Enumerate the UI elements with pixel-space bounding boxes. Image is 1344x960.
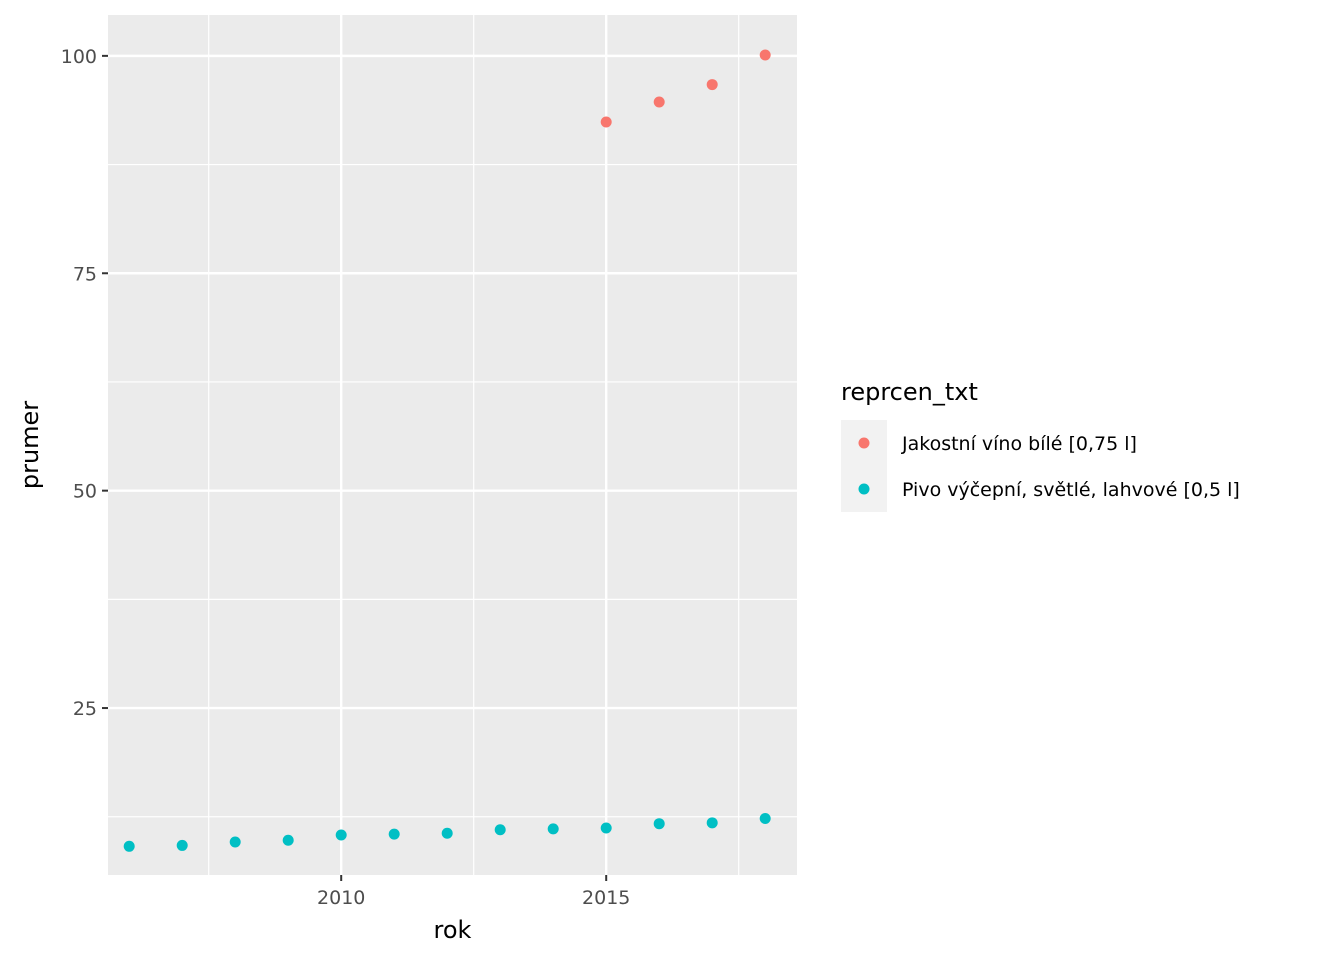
data-point xyxy=(706,817,718,829)
data-point xyxy=(441,827,453,839)
data-point xyxy=(706,79,718,91)
legend-marker xyxy=(858,437,870,449)
data-point xyxy=(653,818,665,830)
x-tick-label: 2015 xyxy=(582,887,630,909)
legend-items: Jakostní víno bílé [0,75 l] Pivo výčepní,… xyxy=(841,420,1240,512)
data-point xyxy=(282,834,294,846)
data-point xyxy=(123,840,135,852)
data-point xyxy=(600,822,612,834)
data-point xyxy=(388,828,400,840)
y-tick-label: 100 xyxy=(61,46,97,68)
legend-label: Jakostní víno bílé [0,75 l] xyxy=(901,433,1137,455)
y-tick-label: 50 xyxy=(73,481,97,503)
data-point xyxy=(229,836,241,848)
legend-label: Pivo výčepní, světlé, lahvové [0,5 l] xyxy=(902,479,1240,501)
data-point xyxy=(759,812,771,824)
plot-panel xyxy=(108,15,797,875)
major-gridlines xyxy=(108,15,797,875)
data-points xyxy=(123,49,771,852)
y-axis: 25 50 75 100 xyxy=(61,46,108,720)
data-point xyxy=(600,116,612,128)
legend: reprcen_txt Jakostní víno bílé [0,75 l] P… xyxy=(841,378,1240,512)
data-point xyxy=(494,824,506,836)
x-tick-label: 2010 xyxy=(317,887,365,909)
legend-marker xyxy=(858,483,870,495)
legend-title: reprcen_txt xyxy=(841,378,978,406)
x-axis-title: rok xyxy=(434,916,472,944)
x-axis: 2010 2015 xyxy=(317,875,630,909)
data-point xyxy=(653,96,665,108)
data-point xyxy=(335,829,347,841)
data-point xyxy=(176,839,188,851)
minor-gridlines xyxy=(108,15,797,875)
y-tick-label: 75 xyxy=(73,263,97,285)
y-axis-title: prumer xyxy=(16,401,44,489)
y-tick-label: 25 xyxy=(73,698,97,720)
data-point xyxy=(759,49,771,61)
data-point xyxy=(547,823,559,835)
